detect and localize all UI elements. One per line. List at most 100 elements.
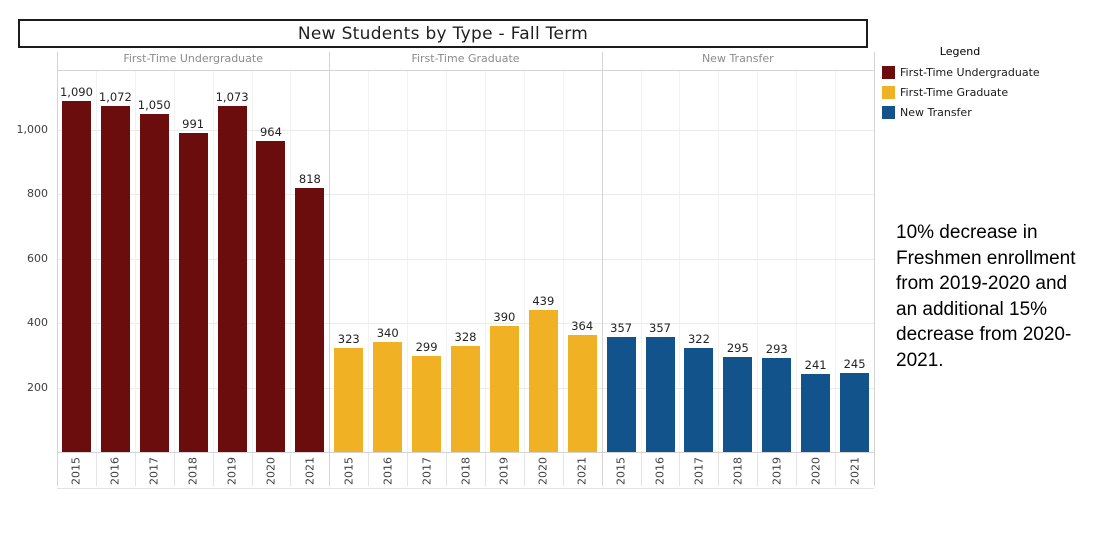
bar[interactable] — [139, 113, 169, 452]
axis-tick — [251, 452, 253, 486]
bar[interactable] — [100, 106, 130, 452]
gridline-vertical — [251, 70, 253, 452]
legend-items: First-Time Undergraduate First-Time Gradu… — [882, 62, 1052, 122]
x-axis-label: 2016 — [108, 457, 122, 485]
legend-item-label: New Transfer — [900, 105, 972, 119]
y-axis-tick-label: 1,000 — [16, 122, 49, 136]
bar-value-label: 322 — [687, 332, 710, 347]
bar[interactable] — [178, 132, 208, 452]
axis-tick — [290, 452, 292, 486]
panel-header: First-Time Undergraduate — [123, 52, 263, 65]
bar-value-label: 293 — [765, 341, 788, 356]
gridline-vertical — [562, 70, 564, 452]
axis-tick — [757, 452, 759, 486]
legend-item[interactable]: First-Time Undergraduate — [882, 62, 1052, 82]
x-axis-label: 2015 — [614, 457, 628, 485]
gridline-vertical — [173, 70, 175, 452]
y-axis-tick-label: 800 — [27, 187, 48, 201]
x-axis-label: 2019 — [497, 457, 511, 485]
gridline-vertical — [484, 70, 486, 452]
axis-tick — [523, 452, 525, 486]
x-axis-label: 2018 — [731, 457, 745, 485]
x-axis-label: 2021 — [575, 457, 589, 485]
bar-value-label: 241 — [804, 358, 827, 373]
bar[interactable] — [61, 100, 91, 452]
bar-value-label: 1,073 — [215, 90, 249, 105]
axis-tick — [212, 452, 214, 486]
chart-title-box: New Students by Type - Fall Term — [18, 19, 868, 48]
bar[interactable] — [840, 373, 870, 452]
legend-item[interactable]: First-Time Graduate — [882, 82, 1052, 102]
bar[interactable] — [256, 141, 286, 452]
bar[interactable] — [217, 106, 247, 452]
axis-tick — [173, 452, 175, 486]
gridline-vertical — [95, 70, 97, 452]
bar-value-label: 390 — [493, 310, 516, 325]
axis-tick — [95, 452, 97, 486]
gridline-horizontal — [57, 194, 874, 196]
axis-tick — [134, 452, 136, 486]
bar-value-label: 364 — [571, 318, 594, 333]
axis-tick — [679, 452, 681, 486]
bar-value-label: 1,050 — [137, 97, 171, 112]
x-axis-label: 2018 — [459, 457, 472, 485]
axis-bottom-border — [57, 488, 874, 489]
bar[interactable] — [373, 342, 403, 452]
gridline-vertical — [407, 70, 409, 452]
bar[interactable] — [567, 334, 597, 452]
y-axis-tick-label: 400 — [27, 316, 48, 330]
bar[interactable] — [801, 374, 831, 452]
gridline-vertical — [679, 70, 681, 452]
bar[interactable] — [645, 336, 675, 452]
gridline-vertical — [368, 70, 370, 452]
bar[interactable] — [528, 310, 558, 452]
panel-header: First-Time Graduate — [411, 52, 520, 65]
x-axis-label: 2015 — [69, 457, 83, 485]
gridline-vertical — [757, 70, 759, 452]
bar[interactable] — [451, 346, 480, 452]
legend-item-label: First-Time Undergraduate — [900, 65, 1040, 79]
bar[interactable] — [762, 357, 792, 452]
bar-value-label: 245 — [843, 357, 866, 372]
legend-swatch-icon — [882, 65, 895, 79]
legend-item-label: First-Time Graduate — [900, 85, 1009, 99]
axis-tick — [484, 452, 486, 486]
gridline-horizontal — [57, 258, 874, 260]
gridline-vertical — [718, 70, 720, 452]
gridline-vertical — [640, 70, 642, 452]
gridline-vertical — [835, 70, 837, 452]
x-axis-line — [57, 452, 874, 453]
bar-value-label: 964 — [259, 125, 282, 140]
legend-item[interactable]: New Transfer — [882, 102, 1052, 122]
bar[interactable] — [489, 326, 519, 452]
axis-tick — [835, 452, 837, 486]
bar[interactable] — [412, 355, 442, 452]
bar-value-label: 357 — [649, 320, 671, 335]
bar[interactable] — [723, 356, 753, 452]
bar[interactable] — [295, 188, 325, 452]
bar[interactable] — [606, 336, 636, 452]
bar-value-label: 1,090 — [59, 84, 93, 99]
bar-value-label: 357 — [610, 320, 633, 335]
panel-border — [57, 52, 58, 486]
x-axis-label: 2017 — [147, 457, 161, 485]
chart-title: New Students by Type - Fall Term — [297, 23, 589, 44]
axis-tick — [796, 452, 798, 486]
gridline-vertical — [796, 70, 798, 452]
bar-value-label: 295 — [726, 340, 749, 355]
legend-swatch-icon — [882, 85, 895, 99]
x-axis-label: 2016 — [653, 457, 667, 485]
bar[interactable] — [684, 348, 714, 452]
gridline-vertical — [446, 70, 448, 452]
bar-value-label: 439 — [532, 294, 555, 309]
x-axis-label: 2017 — [692, 457, 706, 485]
gridline-vertical — [523, 70, 525, 452]
x-axis-label: 2018 — [186, 457, 200, 485]
bar[interactable] — [334, 347, 364, 452]
legend-title: Legend — [939, 45, 981, 58]
x-axis-label: 2017 — [420, 457, 434, 485]
gridline-vertical — [212, 70, 214, 452]
x-axis-label: 2021 — [848, 457, 862, 485]
